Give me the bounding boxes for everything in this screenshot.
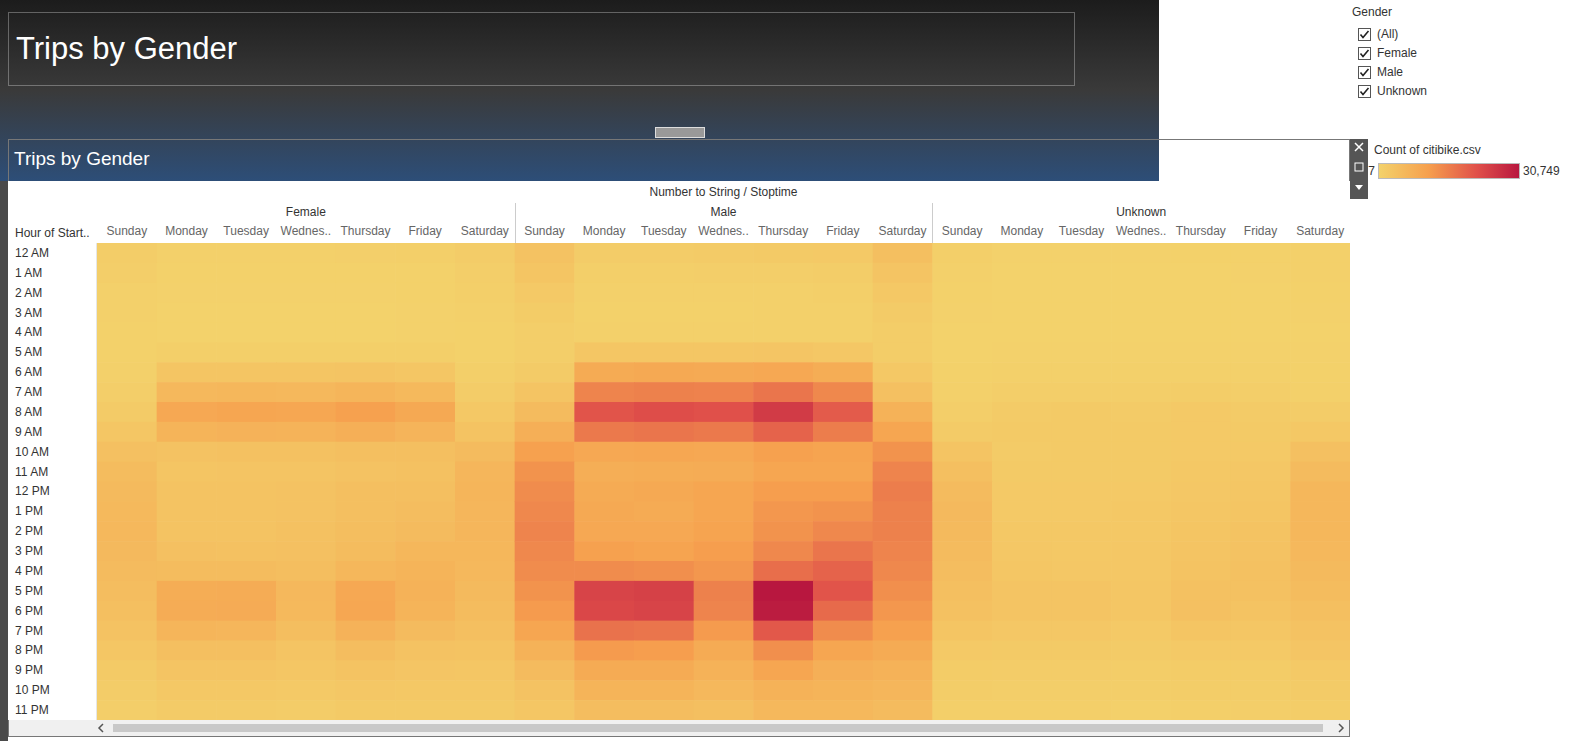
svg-text:Thursday: Thursday [758, 224, 808, 238]
svg-text:9 PM: 9 PM [15, 663, 43, 677]
svg-text:11 AM: 11 AM [15, 465, 48, 479]
svg-text:Sunday: Sunday [942, 224, 983, 238]
svg-text:3 AM: 3 AM [15, 306, 42, 320]
svg-text:Thursday: Thursday [340, 224, 390, 238]
svg-text:9 AM: 9 AM [15, 425, 42, 439]
svg-text:12 AM: 12 AM [15, 246, 49, 260]
svg-text:4 PM: 4 PM [15, 564, 43, 578]
svg-text:11 PM: 11 PM [15, 703, 49, 717]
svg-text:4 AM: 4 AM [15, 325, 42, 339]
svg-text:1 PM: 1 PM [15, 504, 43, 518]
svg-text:10 PM: 10 PM [15, 683, 50, 697]
html-text:Male: Male [1377, 65, 1403, 79]
svg-text:Monday: Monday [1000, 224, 1043, 238]
svg-text:Sunday: Sunday [524, 224, 565, 238]
html-text:Female: Female [1377, 46, 1417, 60]
html-text:Trips by Gender: Trips by Gender [14, 148, 150, 169]
svg-text:Tuesday: Tuesday [1059, 224, 1105, 238]
svg-text:Monday: Monday [583, 224, 626, 238]
svg-text:1 AM: 1 AM [15, 266, 42, 280]
svg-text:Thursday: Thursday [1176, 224, 1226, 238]
html-text:(All): (All) [1377, 27, 1399, 41]
svg-text:Tuesday: Tuesday [641, 224, 687, 238]
svg-text:7 PM: 7 PM [15, 624, 43, 638]
svg-text:Saturday: Saturday [461, 224, 509, 238]
svg-text:7 AM: 7 AM [15, 385, 42, 399]
html-text:Trips by Gender: Trips by Gender [16, 31, 238, 66]
svg-text:Saturday: Saturday [878, 224, 926, 238]
svg-text:Wednes..: Wednes.. [281, 224, 331, 238]
svg-text:Sunday: Sunday [106, 224, 147, 238]
svg-text:Wednes..: Wednes.. [698, 224, 748, 238]
svg-text:8 AM: 8 AM [15, 405, 42, 419]
svg-text:3 PM: 3 PM [15, 544, 43, 558]
svg-text:12 PM: 12 PM [15, 484, 50, 498]
html-text:Count of citibike.csv: Count of citibike.csv [1374, 143, 1481, 157]
svg-text:Tuesday: Tuesday [223, 224, 269, 238]
svg-text:Friday: Friday [826, 224, 859, 238]
svg-text:2 PM: 2 PM [15, 524, 43, 538]
html-text:Unknown: Unknown [1116, 205, 1167, 219]
html-text:Number to String / Stoptime: Number to String / Stoptime [649, 185, 798, 199]
svg-text:10 AM: 10 AM [15, 445, 49, 459]
html-text:Female: Female [285, 205, 326, 219]
svg-text:5 PM: 5 PM [15, 584, 43, 598]
svg-text:Friday: Friday [408, 224, 441, 238]
html-text:Male: Male [710, 205, 737, 219]
svg-text:Monday: Monday [165, 224, 208, 238]
svg-text:Friday: Friday [1244, 224, 1277, 238]
svg-text:8 PM: 8 PM [15, 643, 43, 657]
html-text:7: 7 [1368, 164, 1375, 178]
html-text:Gender: Gender [1352, 5, 1392, 19]
svg-text:6 PM: 6 PM [15, 604, 43, 618]
svg-text:Wednes..: Wednes.. [1116, 224, 1166, 238]
svg-text:6 AM: 6 AM [15, 365, 42, 379]
svg-text:Saturday: Saturday [1296, 224, 1344, 238]
svg-text:2 AM: 2 AM [15, 286, 42, 300]
html-text:Hour of Start..: Hour of Start.. [15, 226, 90, 240]
html-text:Unknown: Unknown [1377, 84, 1427, 98]
svg-text:5 AM: 5 AM [15, 345, 42, 359]
html-text:30,749: 30,749 [1523, 164, 1560, 178]
